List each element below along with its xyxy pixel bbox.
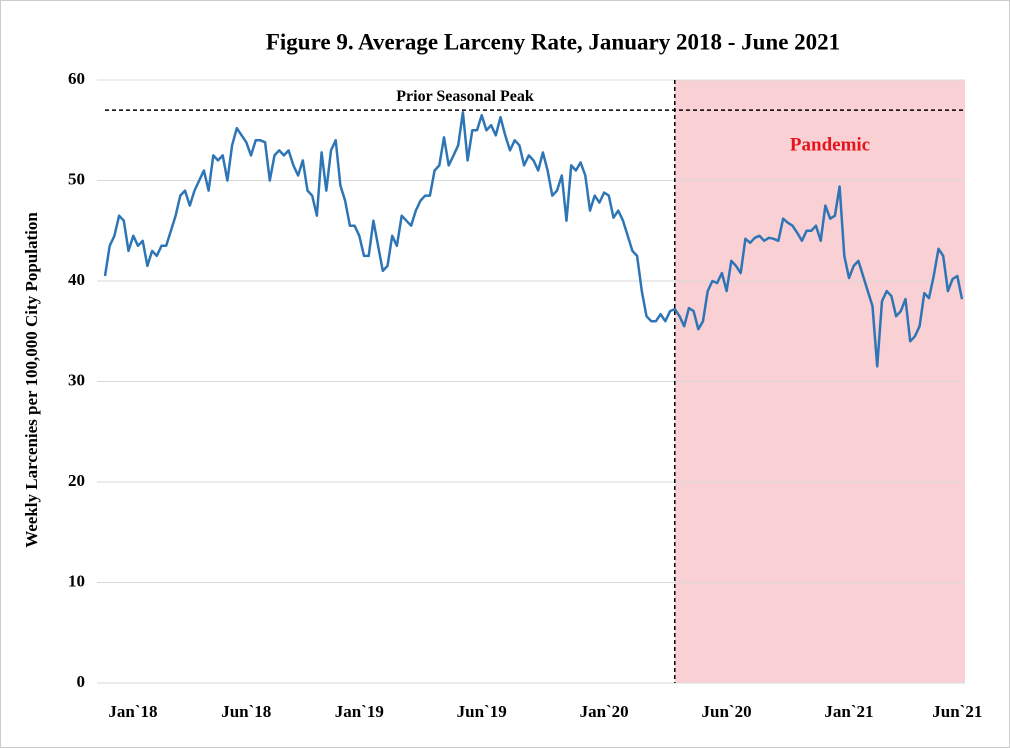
x-tick-label: Jun`18: [221, 702, 271, 721]
chart-title: Figure 9. Average Larceny Rate, January …: [266, 29, 840, 54]
peak-label: Prior Seasonal Peak: [396, 88, 534, 105]
x-tick-label: Jan`18: [108, 702, 157, 721]
x-tick-label: Jun`20: [702, 702, 752, 721]
x-tick-label: Jan`20: [580, 702, 629, 721]
y-tick-label: 0: [77, 672, 86, 691]
x-tick-label: Jan`19: [335, 702, 384, 721]
data-line: [103, 110, 964, 368]
y-tick-label: 50: [68, 169, 85, 188]
y-tick-label: 20: [68, 471, 85, 490]
x-tick-label: Jun`21: [932, 702, 982, 721]
x-tick-label: Jan`21: [824, 702, 873, 721]
x-tick-label: Jun`19: [457, 702, 507, 721]
y-tick-label: 30: [68, 370, 85, 389]
y-axis-label: Weekly Larcenies per 100,000 City Popula…: [22, 212, 41, 548]
pandemic-label: Pandemic: [790, 134, 870, 155]
y-tick-label: 10: [68, 571, 85, 590]
y-tick-label: 40: [68, 270, 85, 289]
y-tick-label: 60: [68, 69, 85, 88]
